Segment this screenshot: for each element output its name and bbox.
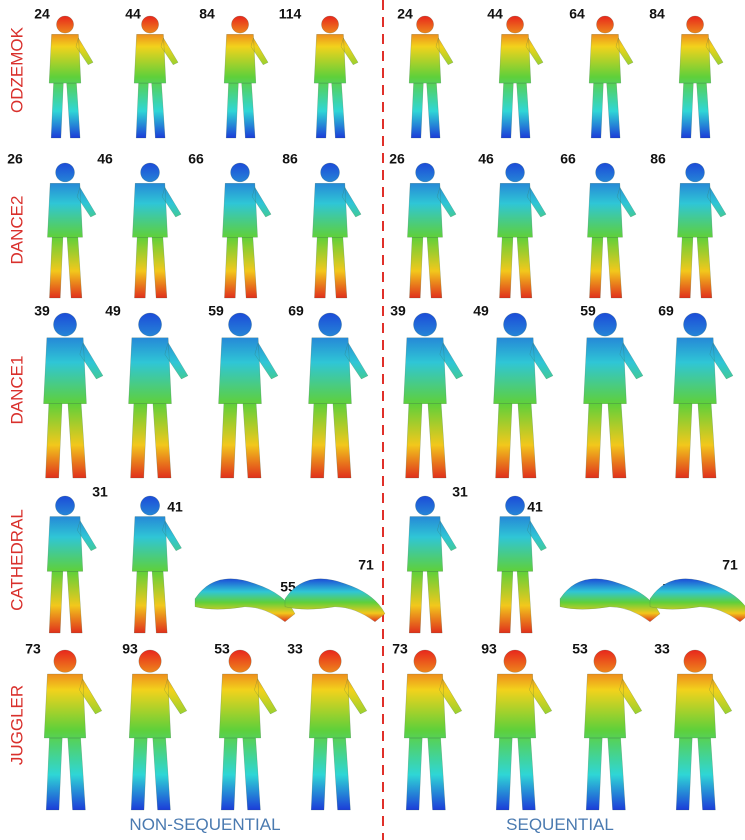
frame-number: 49 xyxy=(105,303,121,319)
column-label: SEQUENTIAL xyxy=(506,815,614,834)
mesh-figure xyxy=(584,650,642,810)
mesh-figure xyxy=(47,496,96,633)
mesh-figure xyxy=(134,16,178,138)
mesh-figure xyxy=(407,496,456,633)
mesh-figure xyxy=(587,163,636,298)
frame-number: 26 xyxy=(389,151,405,167)
mesh-figure xyxy=(132,163,181,298)
frame-number: 71 xyxy=(358,557,374,573)
frame-number: 53 xyxy=(572,641,588,657)
frame-number: 69 xyxy=(658,303,674,319)
frame-number: 31 xyxy=(452,484,468,500)
mesh-figure xyxy=(409,16,453,138)
mesh-figure xyxy=(674,313,733,478)
frame-number: 24 xyxy=(397,6,413,22)
mesh-figure xyxy=(404,650,462,810)
frame-number: 66 xyxy=(560,151,576,167)
mesh-figure xyxy=(494,650,552,810)
mesh-figure xyxy=(285,579,385,622)
frame-number: 69 xyxy=(288,303,304,319)
frame-number: 73 xyxy=(25,641,41,657)
mesh-figure xyxy=(129,650,187,810)
frame-number: 71 xyxy=(722,557,738,573)
row-label: DANCE1 xyxy=(7,356,26,425)
frame-number: 59 xyxy=(580,303,596,319)
mesh-figure xyxy=(494,313,553,478)
mesh-figure xyxy=(219,650,277,810)
frame-number: 73 xyxy=(392,641,408,657)
frame-number: 64 xyxy=(569,6,585,22)
mesh-figure xyxy=(222,163,271,298)
mesh-figure xyxy=(309,313,368,478)
frame-number: 33 xyxy=(654,641,670,657)
frame-number: 59 xyxy=(208,303,224,319)
mesh-figure xyxy=(44,650,102,810)
mesh-figure xyxy=(677,163,726,298)
mesh-figure xyxy=(219,313,278,478)
frame-number: 114 xyxy=(279,6,302,22)
frame-number: 39 xyxy=(34,303,50,319)
mesh-figure xyxy=(47,163,96,298)
mesh-figure xyxy=(404,313,463,478)
mesh-figure xyxy=(497,163,546,298)
mesh-figure xyxy=(49,16,93,138)
mesh-figure xyxy=(314,16,358,138)
row-label: JUGGLER xyxy=(7,685,26,765)
frame-number: 93 xyxy=(481,641,497,657)
frame-number: 84 xyxy=(649,6,665,22)
frame-number: 44 xyxy=(125,6,141,22)
row-label: DANCE2 xyxy=(7,196,26,265)
frame-number: 46 xyxy=(97,151,113,167)
frame-number: 84 xyxy=(199,6,215,22)
row-label: ODZEMOK xyxy=(7,26,26,113)
frame-number: 46 xyxy=(478,151,494,167)
mesh-figure xyxy=(679,16,723,138)
frame-number: 53 xyxy=(214,641,230,657)
frame-number: 49 xyxy=(473,303,489,319)
row-label: CATHEDRAL xyxy=(7,509,26,611)
frame-number: 86 xyxy=(650,151,666,167)
mesh-figure xyxy=(129,313,188,478)
figure: NON-SEQUENTIAL SEQUENTIAL ODZEMOK 24 44 84 1… xyxy=(0,0,745,840)
mesh-figure xyxy=(674,650,732,810)
mesh-figure xyxy=(224,16,268,138)
column-label: NON-SEQUENTIAL xyxy=(129,815,280,834)
mesh-figure xyxy=(650,579,745,622)
mesh-figure xyxy=(589,16,633,138)
mesh-figure xyxy=(312,163,361,298)
mesh-figure xyxy=(560,579,660,622)
mesh-figure xyxy=(309,650,367,810)
frame-number: 93 xyxy=(122,641,138,657)
frame-number: 41 xyxy=(527,499,543,515)
frame-number: 31 xyxy=(92,484,108,500)
frame-number: 86 xyxy=(282,151,298,167)
mesh-figure xyxy=(584,313,643,478)
mesh-figure xyxy=(407,163,456,298)
frame-number: 41 xyxy=(167,499,183,515)
frame-number: 66 xyxy=(188,151,204,167)
frame-number: 39 xyxy=(390,303,406,319)
frame-number: 44 xyxy=(487,6,503,22)
frame-number: 24 xyxy=(34,6,50,22)
mesh-figure xyxy=(44,313,103,478)
mesh-figure xyxy=(497,496,546,633)
frame-number: 33 xyxy=(287,641,303,657)
mesh-figure xyxy=(499,16,543,138)
mesh-figure xyxy=(132,496,181,633)
frame-number: 26 xyxy=(7,151,23,167)
